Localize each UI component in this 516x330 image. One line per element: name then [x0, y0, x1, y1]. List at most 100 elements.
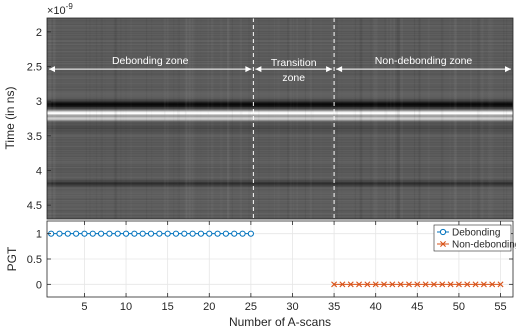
pgt-y-label: PGT — [5, 246, 19, 271]
radargram-row — [47, 178, 513, 180]
data-point — [439, 281, 446, 288]
radargram-row — [47, 193, 513, 195]
radargram-texture — [296, 18, 298, 219]
zone-annotations: Debonding zone Transition zone Non-debondin… — [49, 18, 511, 219]
data-point — [114, 230, 121, 237]
radargram-row — [47, 157, 513, 159]
radargram-texture — [320, 18, 322, 219]
y-tick-label: 3.5 — [27, 131, 42, 143]
radargram-row — [47, 47, 513, 49]
y-tick-label: 3 — [36, 96, 42, 108]
radargram-row — [47, 111, 513, 113]
data-point — [455, 281, 462, 288]
radargram-row — [47, 152, 513, 154]
y-exponent-label: ×10-9 — [47, 2, 73, 17]
data-point — [131, 230, 138, 237]
zone-label: Transition — [271, 57, 317, 69]
radargram-row — [47, 22, 513, 24]
radargram-texture — [227, 18, 230, 219]
radargram-texture — [239, 18, 243, 219]
radargram-texture — [105, 18, 106, 219]
radargram-row — [47, 93, 513, 95]
radargram-row — [47, 30, 513, 32]
radargram-row — [47, 94, 513, 96]
radargram-texture — [220, 18, 223, 219]
radargram-texture — [101, 18, 103, 219]
radargram-texture — [48, 18, 52, 219]
radargram-row — [47, 168, 513, 170]
radargram-row — [47, 202, 513, 204]
data-point — [247, 230, 254, 237]
radargram-row — [47, 25, 513, 27]
radargram-row — [47, 188, 513, 190]
x-tick-label: 40 — [370, 301, 382, 313]
y-tick-label: 2 — [36, 27, 42, 39]
radargram-texture — [375, 18, 378, 219]
radargram-row — [47, 208, 513, 210]
zone-arrow — [49, 66, 252, 73]
radargram-texture — [285, 18, 287, 219]
radargram-texture — [505, 18, 506, 219]
radargram-row — [47, 189, 513, 191]
radargram-row — [47, 66, 513, 68]
radargram-texture — [390, 18, 392, 219]
radargram-row — [47, 128, 513, 130]
radargram-row — [47, 80, 513, 82]
radargram-texture — [384, 18, 387, 219]
radargram-texture — [258, 18, 260, 219]
radargram-row — [47, 158, 513, 160]
radargram-row — [47, 71, 513, 73]
radargram-row — [47, 187, 513, 189]
radargram-row — [47, 177, 513, 179]
radargram-texture — [419, 18, 421, 219]
radargram-row — [47, 196, 513, 198]
radargram-row — [47, 216, 513, 218]
data-point — [122, 230, 130, 237]
radargram-row — [47, 101, 513, 103]
radargram-row — [47, 59, 513, 61]
legend-label: Debonding — [452, 228, 500, 239]
y-tick-label: 0 — [36, 279, 42, 291]
radargram-row — [47, 217, 513, 219]
data-point — [73, 230, 80, 237]
radargram-row — [47, 206, 513, 208]
radargram-row — [47, 86, 513, 88]
radargram-row — [47, 113, 513, 115]
radargram-row — [47, 37, 513, 39]
radargram-texture — [395, 18, 398, 219]
radargram-row — [47, 213, 513, 215]
radargram-texture — [397, 18, 400, 219]
radargram-row — [47, 115, 513, 117]
radargram-texture — [54, 18, 56, 219]
radargram-row — [47, 24, 513, 26]
radargram-row — [47, 102, 513, 104]
radargram-row — [47, 95, 513, 97]
radargram-row — [47, 143, 513, 145]
radargram-row — [47, 163, 513, 165]
radargram-texture — [276, 18, 278, 219]
radargram-texture — [248, 18, 251, 219]
radargram-row — [47, 26, 513, 28]
radargram-row — [47, 185, 513, 187]
data-point — [364, 281, 371, 288]
radargram-row — [47, 23, 513, 25]
radargram-texture — [454, 18, 455, 219]
radargram-row — [47, 67, 513, 69]
radargram-texture — [184, 18, 188, 219]
radargram-row — [47, 212, 513, 214]
data-point — [164, 230, 171, 237]
radargram-texture — [454, 18, 457, 219]
data-point — [197, 230, 205, 237]
radargram-row — [47, 161, 513, 163]
radargram-row — [47, 150, 513, 152]
radargram-row — [47, 36, 513, 38]
radargram-row — [47, 153, 513, 155]
radargram-row — [47, 110, 513, 112]
data-point — [64, 230, 71, 237]
radargram-row — [47, 171, 513, 173]
radargram-row — [47, 65, 513, 67]
data-point — [97, 230, 105, 237]
data-point — [347, 281, 354, 288]
x-tick-label: 20 — [203, 301, 215, 313]
radargram-texture — [200, 18, 202, 219]
